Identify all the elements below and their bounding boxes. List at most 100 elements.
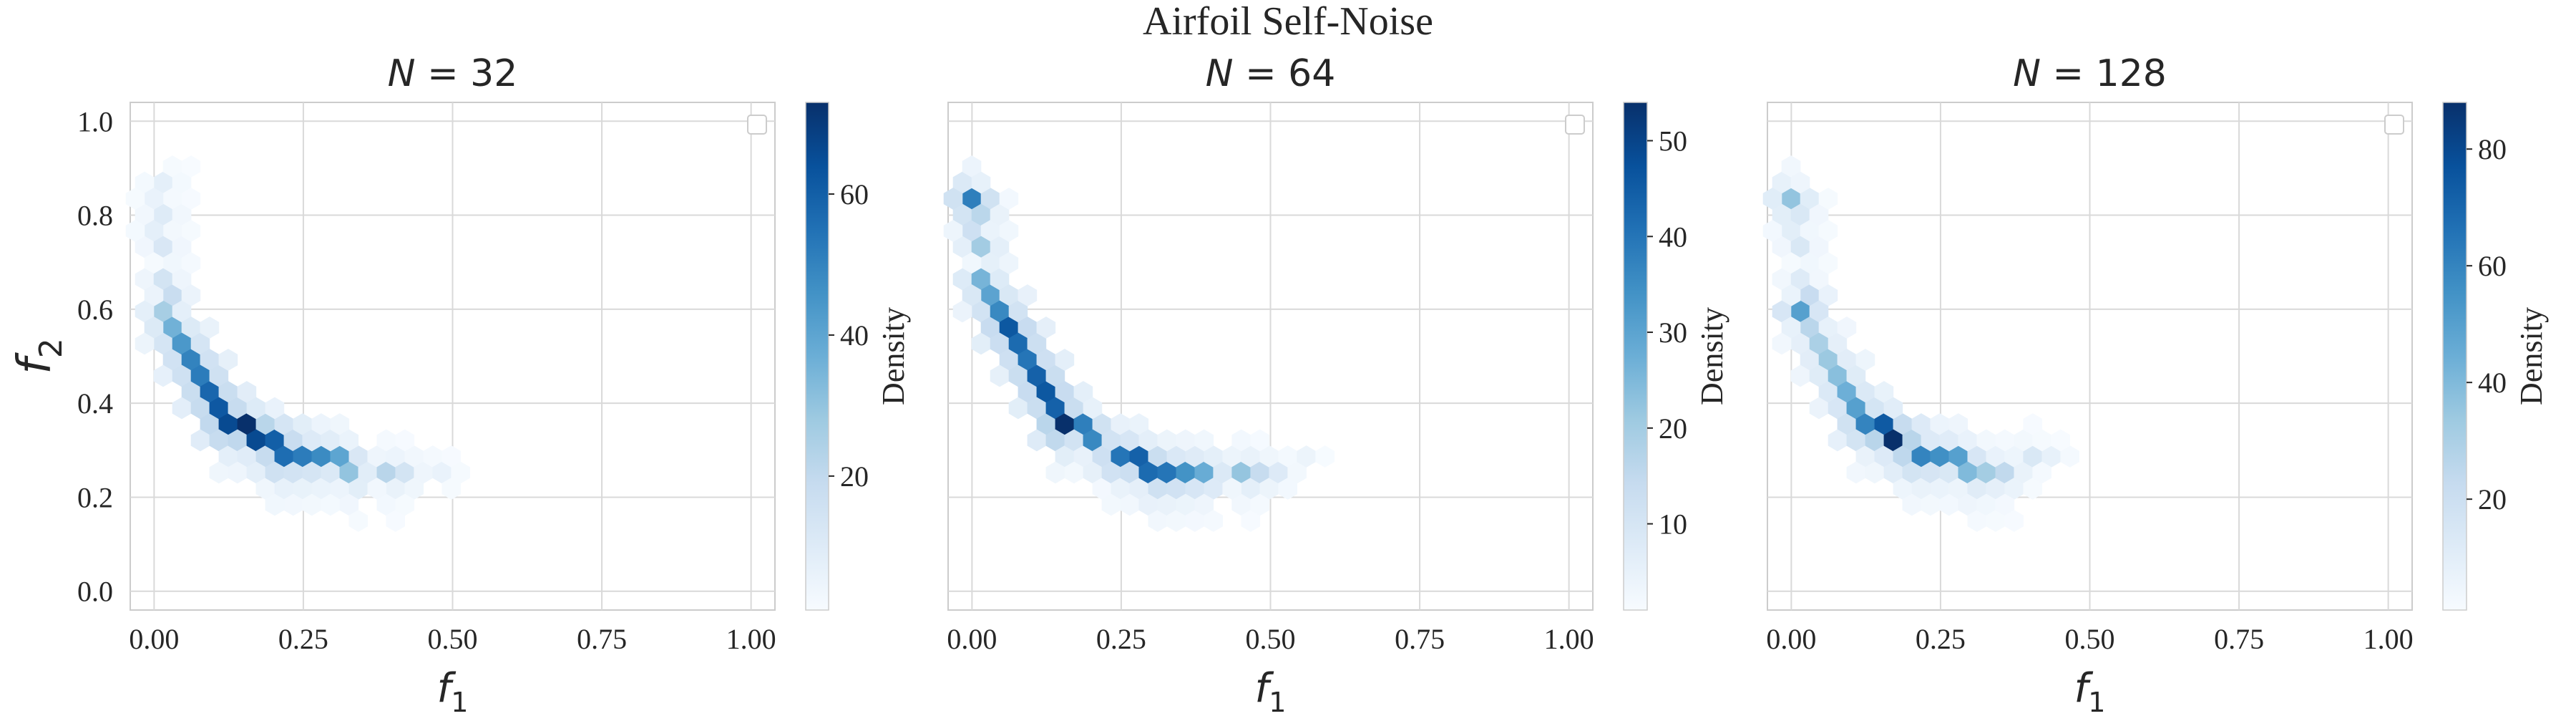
colorbar-tick-label: 20 <box>2478 483 2507 516</box>
hexbin-cell <box>1315 445 1335 468</box>
hexbin-cell <box>125 188 145 210</box>
y-tick-label: 0.0 <box>77 576 113 608</box>
hexbin-cell <box>2051 429 2070 452</box>
x-label-sub: 1 <box>451 687 468 716</box>
y-label-sub: 2 <box>33 338 69 358</box>
hexbin-cell <box>1083 397 1103 420</box>
y-tick-label: 0.4 <box>77 387 113 420</box>
hexbin-cell <box>1883 397 1903 420</box>
hexbin-cell <box>395 493 415 516</box>
title-value: = 32 <box>416 52 518 95</box>
hexbin-cell <box>181 252 201 274</box>
hexbin-cell <box>1762 188 1782 210</box>
hexbin-cell <box>367 478 387 500</box>
x-tick-label: 1.00 <box>2363 623 2414 655</box>
hexbin-cell <box>999 252 1019 274</box>
colorbar-gradient <box>2442 102 2467 611</box>
hexbin-cell <box>181 155 201 178</box>
hexbin-cells <box>125 155 471 532</box>
x-tick-label: 0.50 <box>2065 623 2115 655</box>
panel-1: 0.00 0.25 0.50 0.75 1.00 0.0 0.2 0.4 0.6 0.8 1.0 N … <box>9 52 911 716</box>
panel-2: 0.00 0.25 0.50 0.75 1.00 N = 64 f1 10 20 30 40 50 De… <box>943 52 1729 716</box>
hexbin-cell <box>999 188 1019 210</box>
hexbin-cells <box>1762 155 2079 532</box>
x-tick-label: 0.50 <box>1246 623 1296 655</box>
colorbar-label: Density <box>876 307 911 405</box>
colorbar-label: Density <box>1694 307 1729 405</box>
legend-box <box>747 115 767 135</box>
colorbar-tick-label: 30 <box>1659 316 1687 349</box>
hexbin-cell <box>395 429 415 452</box>
hexbin-cell <box>1250 429 1269 452</box>
y-tick-label: 0.2 <box>77 481 113 513</box>
hexbin-cell <box>1018 284 1038 306</box>
x-tick-label: 0.25 <box>1916 623 1966 655</box>
colorbar-tick-label: 10 <box>1659 508 1687 541</box>
x-label-sub: 1 <box>1269 687 1286 716</box>
colorbar-tick-label: 80 <box>2478 133 2507 165</box>
hexbin-cell <box>135 332 155 355</box>
hexbin-cell <box>1055 349 1075 371</box>
colorbar-label: Density <box>2514 307 2549 405</box>
colorbar-tick-label: 60 <box>2478 250 2507 282</box>
hexbin-cell <box>943 220 963 242</box>
title-value: = 128 <box>2041 52 2167 95</box>
colorbar-tick-label: 20 <box>1659 412 1687 445</box>
panels: 0.00 0.25 0.50 0.75 1.00 0.0 0.2 0.4 0.6 0.8 1.0 N … <box>9 52 2549 716</box>
title-var: N <box>2013 52 2041 95</box>
hexbin-cells <box>943 155 1335 532</box>
hexbin-cell <box>1194 429 1214 452</box>
x-tick-label: 1.00 <box>726 623 776 655</box>
title-var: N <box>388 52 416 95</box>
x-axis-label: f1 <box>1255 665 1287 716</box>
x-tick-label: 0.00 <box>1766 623 1816 655</box>
hexbin-cell <box>348 510 369 532</box>
hexbin-cell <box>952 300 972 323</box>
hexbin-cell <box>1762 220 1782 242</box>
hexbin-cell <box>218 349 238 371</box>
hexbin-cell <box>999 220 1019 242</box>
colorbar-tick-label: 60 <box>840 178 869 211</box>
hexbin-cell <box>200 316 220 339</box>
title-value: = 64 <box>1234 52 1336 95</box>
hexbin-cell <box>1855 349 1875 371</box>
colorbar-gradient <box>805 102 829 611</box>
x-tick-label: 1.00 <box>1544 623 1594 655</box>
hexbin-cell <box>1250 493 1269 516</box>
hexbin-cell <box>451 461 471 484</box>
hexbin-cell <box>1204 510 1223 532</box>
hexbin-cell <box>2004 510 2024 532</box>
x-tick-label: 0.00 <box>947 623 997 655</box>
y-tick-label: 0.8 <box>77 200 113 232</box>
colorbar-gradient <box>1623 102 1648 611</box>
x-tick-label: 0.50 <box>428 623 478 655</box>
x-axis-label: f1 <box>437 665 469 716</box>
y-tick-label: 1.0 <box>77 105 113 137</box>
hexbin-cell <box>1772 332 1792 355</box>
legend-box <box>1565 115 1585 135</box>
hexbin-cell <box>181 220 201 242</box>
hexbin-cell <box>971 171 991 194</box>
x-tick-label: 0.25 <box>278 623 328 655</box>
x-tick-label: 0.00 <box>129 623 179 655</box>
panel-title: N = 128 <box>2013 52 2167 95</box>
title-var: N <box>1206 52 1234 95</box>
y-axis-label: f2 <box>9 338 69 374</box>
hexbin-cell <box>1818 188 1838 210</box>
hexbin-cell <box>181 188 201 210</box>
colorbar-tick-label: 50 <box>1659 125 1687 158</box>
panel-title: N = 64 <box>1206 52 1336 95</box>
x-tick-label: 0.25 <box>1096 623 1146 655</box>
hexbin-cell <box>2032 461 2051 484</box>
hexbin-cell <box>339 429 359 452</box>
hexbin-cell <box>265 397 285 420</box>
colorbar-tick-label: 40 <box>2478 367 2507 399</box>
panel-title: N = 32 <box>388 52 518 95</box>
colorbar: 20 40 60 80 Density <box>2442 102 2549 611</box>
hexbin-cell <box>943 188 963 210</box>
hexbin-cell <box>1036 316 1056 339</box>
hexbin-cell <box>1818 252 1838 274</box>
y-tick-label: 0.6 <box>77 294 113 326</box>
figure-suptitle: Airfoil Self-Noise <box>1143 0 1433 44</box>
